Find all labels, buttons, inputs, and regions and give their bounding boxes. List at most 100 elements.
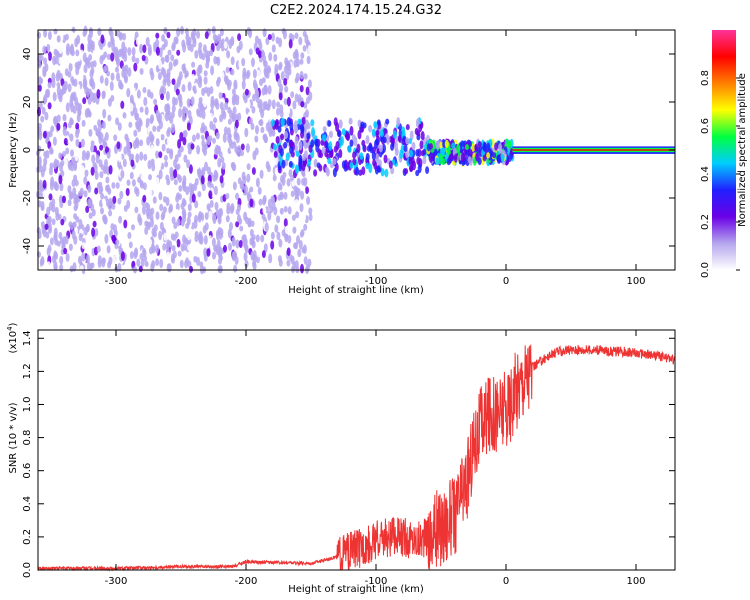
spectrogram-cell (357, 130, 362, 140)
spectrogram-cell (482, 142, 487, 152)
snr-y-tick-label: 1.0 (22, 397, 33, 413)
spectrogram-cell (198, 243, 203, 251)
spectrogram-cell (179, 259, 184, 269)
spectrogram-cell (185, 62, 190, 69)
spectrogram-cell (59, 264, 64, 272)
spectrogram-cell (208, 261, 212, 269)
spectrogram-cell (151, 162, 156, 172)
spectrogram-cell (227, 132, 232, 140)
spectrogram-cell (73, 78, 78, 87)
spectrogram-cell (348, 117, 353, 125)
spectrogram-cell (37, 230, 42, 240)
spectrogram-cell (352, 151, 357, 160)
spectrogram-cell (64, 68, 69, 77)
spectrogram-cell (106, 70, 111, 77)
spectrogram-cell (250, 122, 255, 131)
spectrogram-cell (123, 52, 128, 63)
spectrogram-cell (122, 158, 127, 168)
spectrogram-cell (190, 143, 195, 150)
spectrogram-cell (435, 140, 440, 150)
spectrogram-cell (404, 168, 409, 175)
spectrogram-cell (287, 206, 292, 215)
colorbar-tick-label: 0.8 (700, 70, 711, 86)
spectrogram-x-tick-label: -100 (365, 276, 388, 287)
spectrogram-cell (106, 53, 111, 61)
spectrogram-cell (259, 61, 264, 72)
spectrogram-cell (285, 152, 290, 162)
spectrogram-cell (63, 158, 68, 167)
spectrogram-cell (276, 107, 280, 116)
spectrogram-cell (142, 205, 146, 215)
spectrogram-cell (103, 65, 107, 73)
spectrogram-cell (300, 52, 305, 59)
spectrogram-cell (163, 232, 168, 241)
spectrogram-band (512, 152, 675, 154)
spectrogram-cell (195, 159, 200, 170)
spectrogram-cell (204, 212, 209, 221)
spectrogram-cell (259, 78, 263, 87)
spectrogram-cell (224, 101, 229, 111)
spectrogram-cell (378, 144, 383, 153)
spectrogram-cell (283, 65, 288, 74)
spectrogram-cell (310, 119, 315, 127)
spectrogram-cell (177, 94, 182, 101)
spectrogram-cell (110, 72, 115, 81)
spectrogram-cell (162, 195, 167, 203)
spectrogram-cell (73, 235, 78, 245)
spectrogram-cell (106, 151, 111, 159)
spectrogram-cell (116, 141, 121, 150)
spectrogram-cell (59, 89, 64, 99)
spectrogram-cell (142, 44, 147, 54)
spectrogram-cell (394, 147, 399, 157)
spectrogram-cell (467, 156, 472, 164)
spectrogram-cell (155, 46, 160, 56)
spectrogram-cell (233, 93, 238, 101)
spectrogram-cell (416, 130, 421, 137)
spectrogram-cell (276, 215, 281, 224)
spectrogram-cell (49, 266, 54, 273)
spectrogram-cell (40, 115, 45, 123)
spectrogram-cell (42, 189, 47, 200)
spectrogram-cell (471, 143, 476, 152)
spectrogram-cell (186, 216, 191, 226)
spectrogram-cell (255, 47, 260, 55)
spectrogram-cell (42, 96, 47, 105)
spectrogram-cell (220, 237, 225, 246)
spectrogram-cell (92, 220, 97, 228)
spectrogram-cell (110, 52, 115, 62)
spectrogram-cell (244, 127, 249, 138)
spectrogram-cell (194, 214, 198, 223)
spectrogram-cell (131, 179, 136, 187)
spectrogram-cell (353, 136, 358, 147)
spectrogram-cell (352, 158, 357, 166)
spectrogram-cell (145, 118, 150, 125)
spectrogram-cell (274, 120, 279, 131)
spectrogram-cell (228, 242, 232, 251)
spectrogram-cell (126, 88, 131, 98)
spectrogram-cell (216, 79, 220, 87)
spectrogram-cell (124, 74, 128, 84)
spectrogram-cell (59, 162, 63, 173)
spectrogram-cell (254, 147, 259, 156)
spectrogram-cell (258, 99, 263, 109)
spectrogram-cell (63, 207, 68, 217)
spectrogram-cell (335, 140, 340, 151)
spectrogram-cell (371, 150, 376, 161)
spectrogram-cell (159, 120, 163, 129)
spectrogram-cell (201, 87, 206, 97)
colorbar-tick-label: 0.6 (700, 118, 711, 134)
spectrogram-cell (68, 243, 73, 251)
spectrogram-cell (420, 130, 425, 141)
spectrogram-cell (86, 254, 90, 264)
spectrogram-cell (240, 163, 245, 172)
spectrogram-cell (54, 206, 59, 217)
spectrogram-cell (325, 142, 330, 149)
spectrogram-cell (361, 166, 366, 176)
spectrogram-cell (184, 70, 189, 78)
spectrogram-cell (284, 130, 288, 140)
snr-y-tick-label: 0.6 (22, 463, 33, 479)
spectrogram-cell (48, 130, 53, 138)
spectrogram-cell (224, 75, 229, 86)
spectrogram-cell (298, 240, 303, 250)
